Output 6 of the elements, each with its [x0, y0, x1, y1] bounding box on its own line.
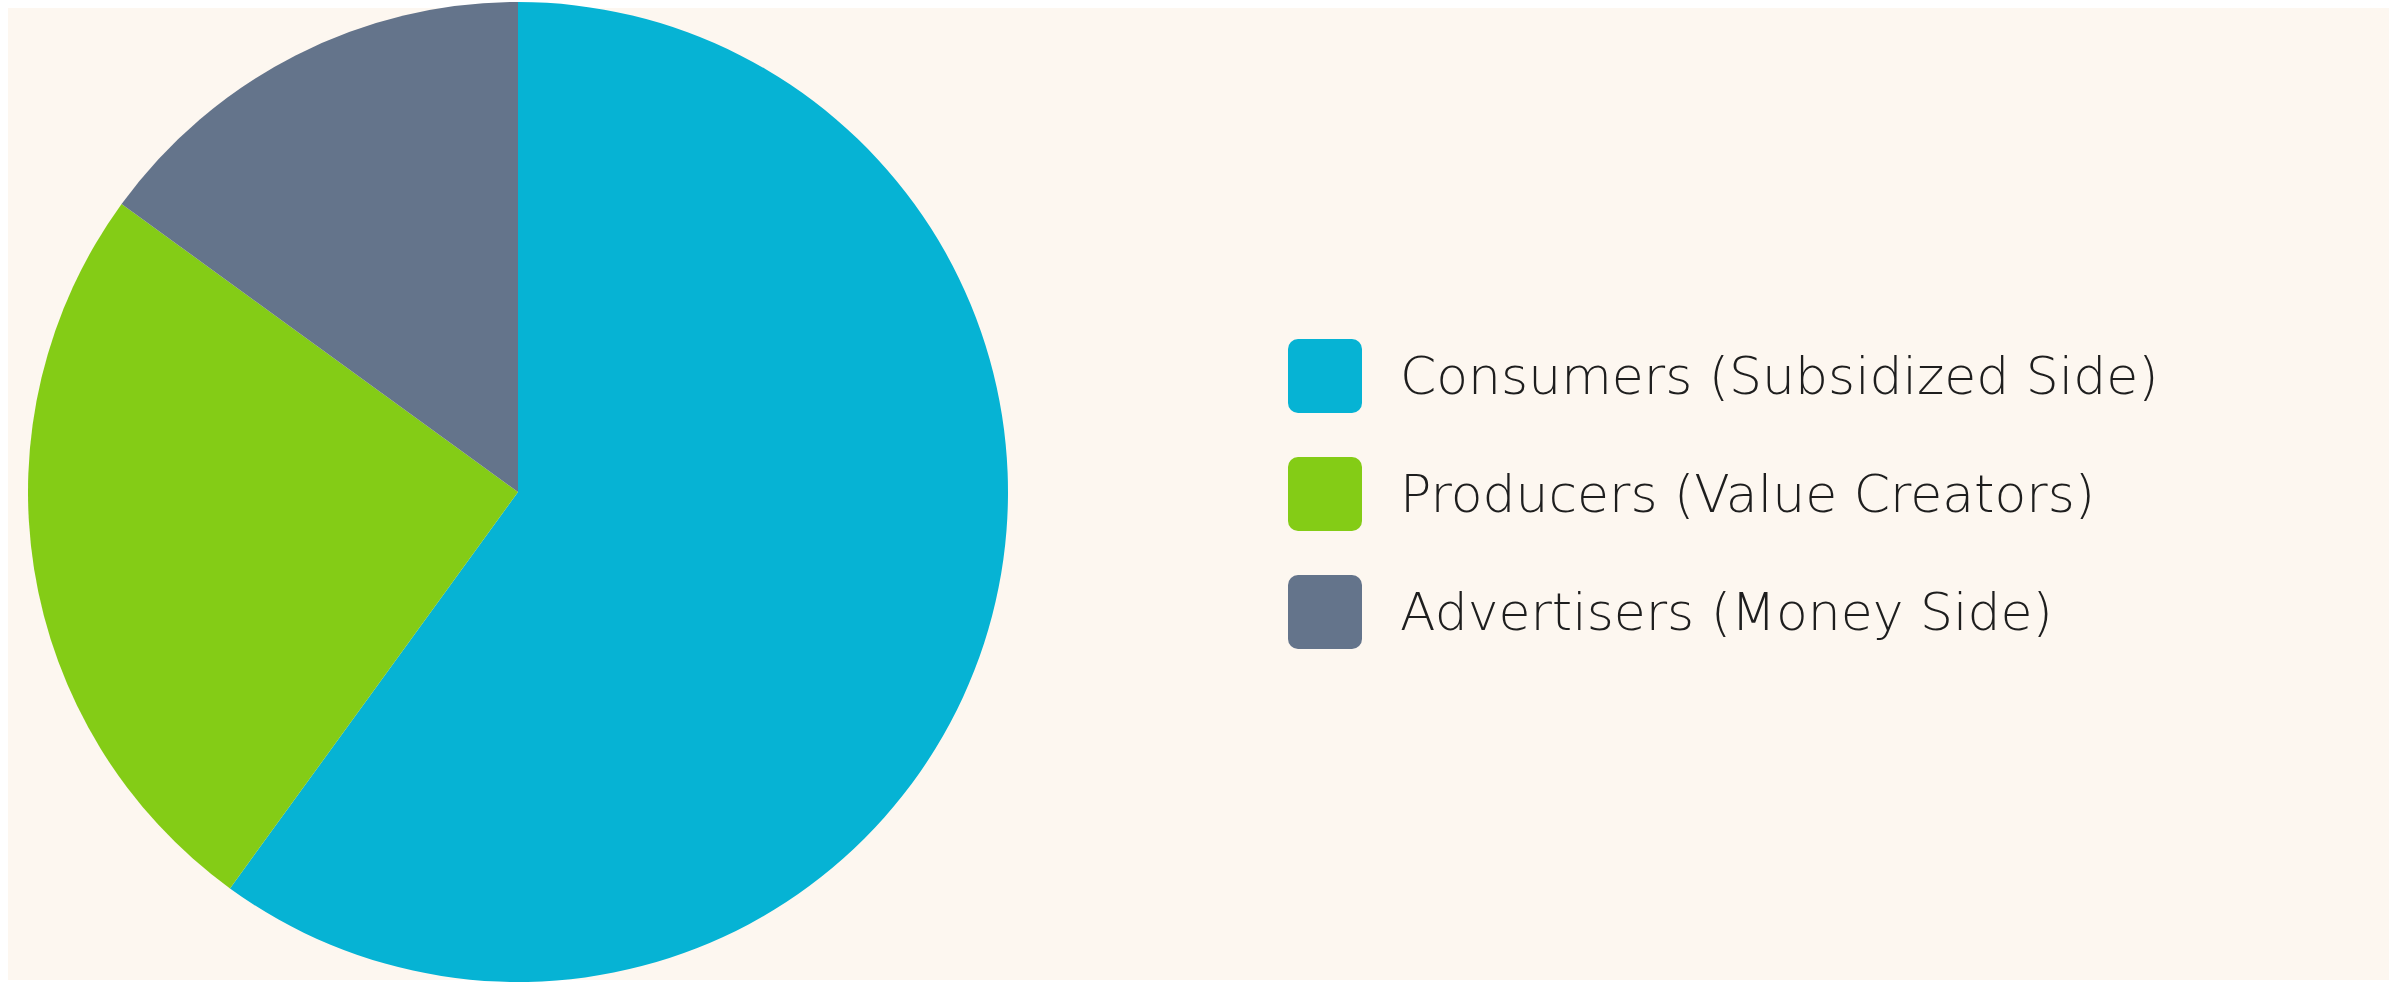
- legend-label: Advertisers (Money Side): [1400, 582, 2053, 642]
- legend-label: Producers (Value Creators): [1400, 464, 2096, 524]
- legend-label: Consumers (Subsidized Side): [1400, 346, 2159, 406]
- pie-slice: [28, 203, 518, 889]
- pie-slice: [121, 2, 518, 492]
- pie-slice: [229, 2, 1008, 982]
